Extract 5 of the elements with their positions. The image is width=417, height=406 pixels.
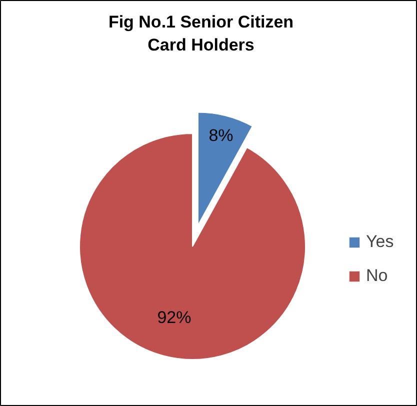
chart-title: Fig No.1 Senior Citizen Card Holders [108, 12, 294, 54]
legend-label: Yes [366, 232, 394, 252]
legend-label: No [366, 266, 388, 286]
data-label: 92% [157, 308, 192, 328]
data-label: 8% [208, 126, 234, 145]
